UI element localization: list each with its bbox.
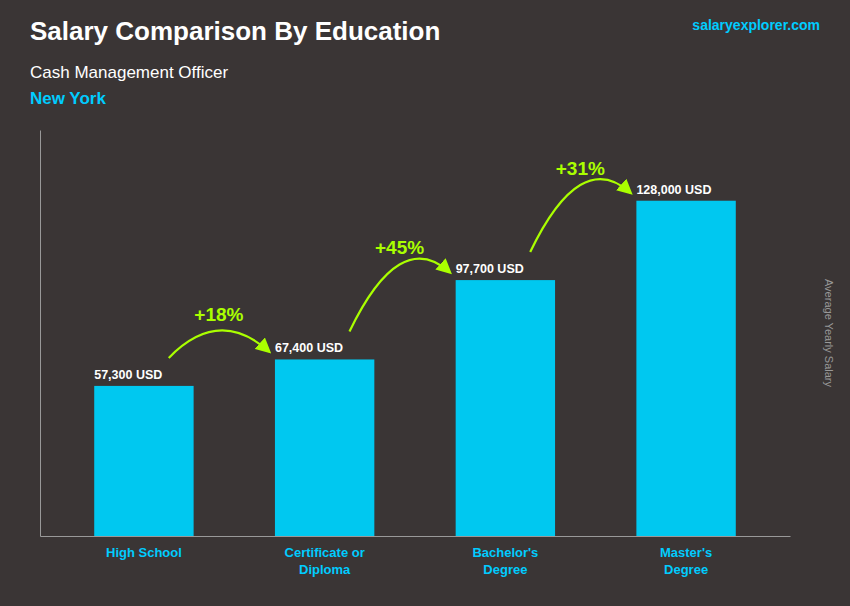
subtitle: Cash Management Officer [30, 63, 228, 82]
brand: salaryexplorer.com [692, 17, 820, 33]
location: New York [30, 89, 106, 108]
change-annotation: +31% [556, 158, 605, 179]
x-tick-label: Bachelor'sDegree [472, 545, 538, 577]
change-annotation: +18% [194, 304, 243, 325]
value-label: 128,000 USD [636, 183, 711, 197]
title: Salary Comparison By Education [30, 16, 440, 46]
x-tick-label: High School [106, 545, 182, 560]
x-tick: Bachelor'sDegree [472, 536, 538, 577]
bar [636, 201, 735, 536]
x-tick-label: Master'sDegree [660, 545, 712, 577]
plot: High School Certificate orDiploma Bachelor… [41, 131, 791, 578]
x-tick: Certificate orDiploma [285, 536, 365, 577]
y-axis-title: Average Yearly Salary [823, 279, 835, 388]
y-axis [40, 131, 41, 537]
x-axis: High School Certificate orDiploma Bachelor… [41, 536, 791, 577]
value-label: 97,700 USD [456, 262, 524, 276]
change-arrow [349, 259, 449, 332]
chart-root: Salary Comparison By Education Cash Manag… [0, 0, 850, 606]
y-axis-line [40, 131, 41, 537]
background [0, 0, 850, 606]
bars [94, 201, 736, 536]
value-label: 67,400 USD [275, 341, 343, 355]
x-tick: High School [106, 536, 182, 560]
change-annotation: +45% [375, 237, 424, 258]
change-arrow [169, 330, 269, 357]
value-label: 57,300 USD [94, 368, 162, 382]
x-tick-label: Certificate orDiploma [285, 545, 365, 577]
bar [275, 359, 374, 536]
bar [456, 280, 555, 536]
x-tick: Master'sDegree [660, 536, 712, 577]
change-arrow [530, 179, 630, 252]
x-axis-line [41, 536, 791, 537]
bar [94, 386, 193, 536]
